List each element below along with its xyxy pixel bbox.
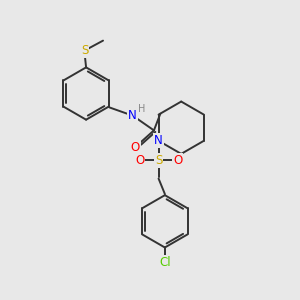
Text: O: O — [130, 141, 140, 154]
Text: O: O — [135, 154, 144, 166]
Text: S: S — [81, 44, 88, 57]
Text: H: H — [138, 104, 145, 114]
Text: N: N — [154, 134, 163, 147]
Text: S: S — [155, 154, 162, 166]
Text: O: O — [173, 154, 182, 166]
Text: N: N — [128, 109, 137, 122]
Text: Cl: Cl — [159, 256, 171, 269]
